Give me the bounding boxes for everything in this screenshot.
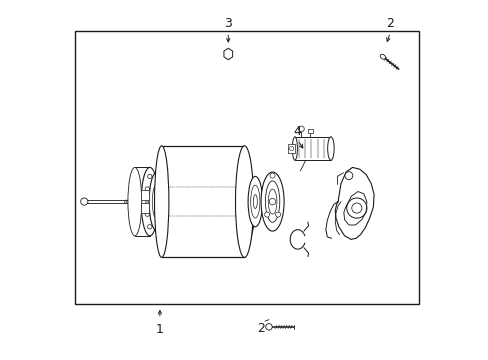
Ellipse shape — [292, 137, 297, 160]
Circle shape — [225, 51, 230, 57]
Circle shape — [344, 172, 352, 180]
Polygon shape — [224, 48, 232, 60]
Circle shape — [150, 212, 154, 216]
Circle shape — [147, 174, 152, 179]
Text: 2: 2 — [386, 17, 393, 30]
Text: 2: 2 — [256, 322, 264, 335]
Ellipse shape — [148, 198, 151, 206]
Bar — [307, 129, 312, 133]
Ellipse shape — [145, 193, 153, 211]
Circle shape — [147, 225, 152, 229]
Ellipse shape — [149, 172, 164, 231]
Circle shape — [269, 173, 275, 178]
Circle shape — [145, 212, 149, 216]
Ellipse shape — [128, 167, 142, 236]
Circle shape — [289, 146, 293, 150]
Bar — [141, 190, 149, 200]
Circle shape — [145, 187, 149, 191]
Ellipse shape — [298, 126, 304, 132]
Circle shape — [264, 212, 269, 217]
Ellipse shape — [250, 185, 260, 218]
Bar — [75, 31, 418, 304]
Ellipse shape — [155, 194, 159, 209]
Ellipse shape — [141, 167, 158, 236]
Ellipse shape — [327, 137, 333, 160]
Text: 1: 1 — [156, 323, 163, 336]
Ellipse shape — [261, 172, 284, 231]
Ellipse shape — [268, 189, 276, 214]
Text: 4: 4 — [293, 125, 301, 138]
Circle shape — [265, 324, 272, 330]
Circle shape — [81, 198, 88, 205]
Bar — [141, 203, 149, 213]
Circle shape — [275, 212, 280, 217]
Ellipse shape — [154, 146, 168, 257]
Ellipse shape — [253, 195, 257, 208]
Ellipse shape — [380, 54, 385, 59]
Bar — [288, 144, 294, 153]
Ellipse shape — [247, 176, 262, 227]
Circle shape — [150, 187, 154, 191]
Circle shape — [346, 198, 366, 218]
Text: 3: 3 — [224, 17, 232, 30]
Ellipse shape — [152, 184, 162, 219]
Circle shape — [351, 203, 361, 213]
Ellipse shape — [265, 181, 279, 222]
Circle shape — [269, 198, 275, 205]
Ellipse shape — [235, 146, 253, 257]
